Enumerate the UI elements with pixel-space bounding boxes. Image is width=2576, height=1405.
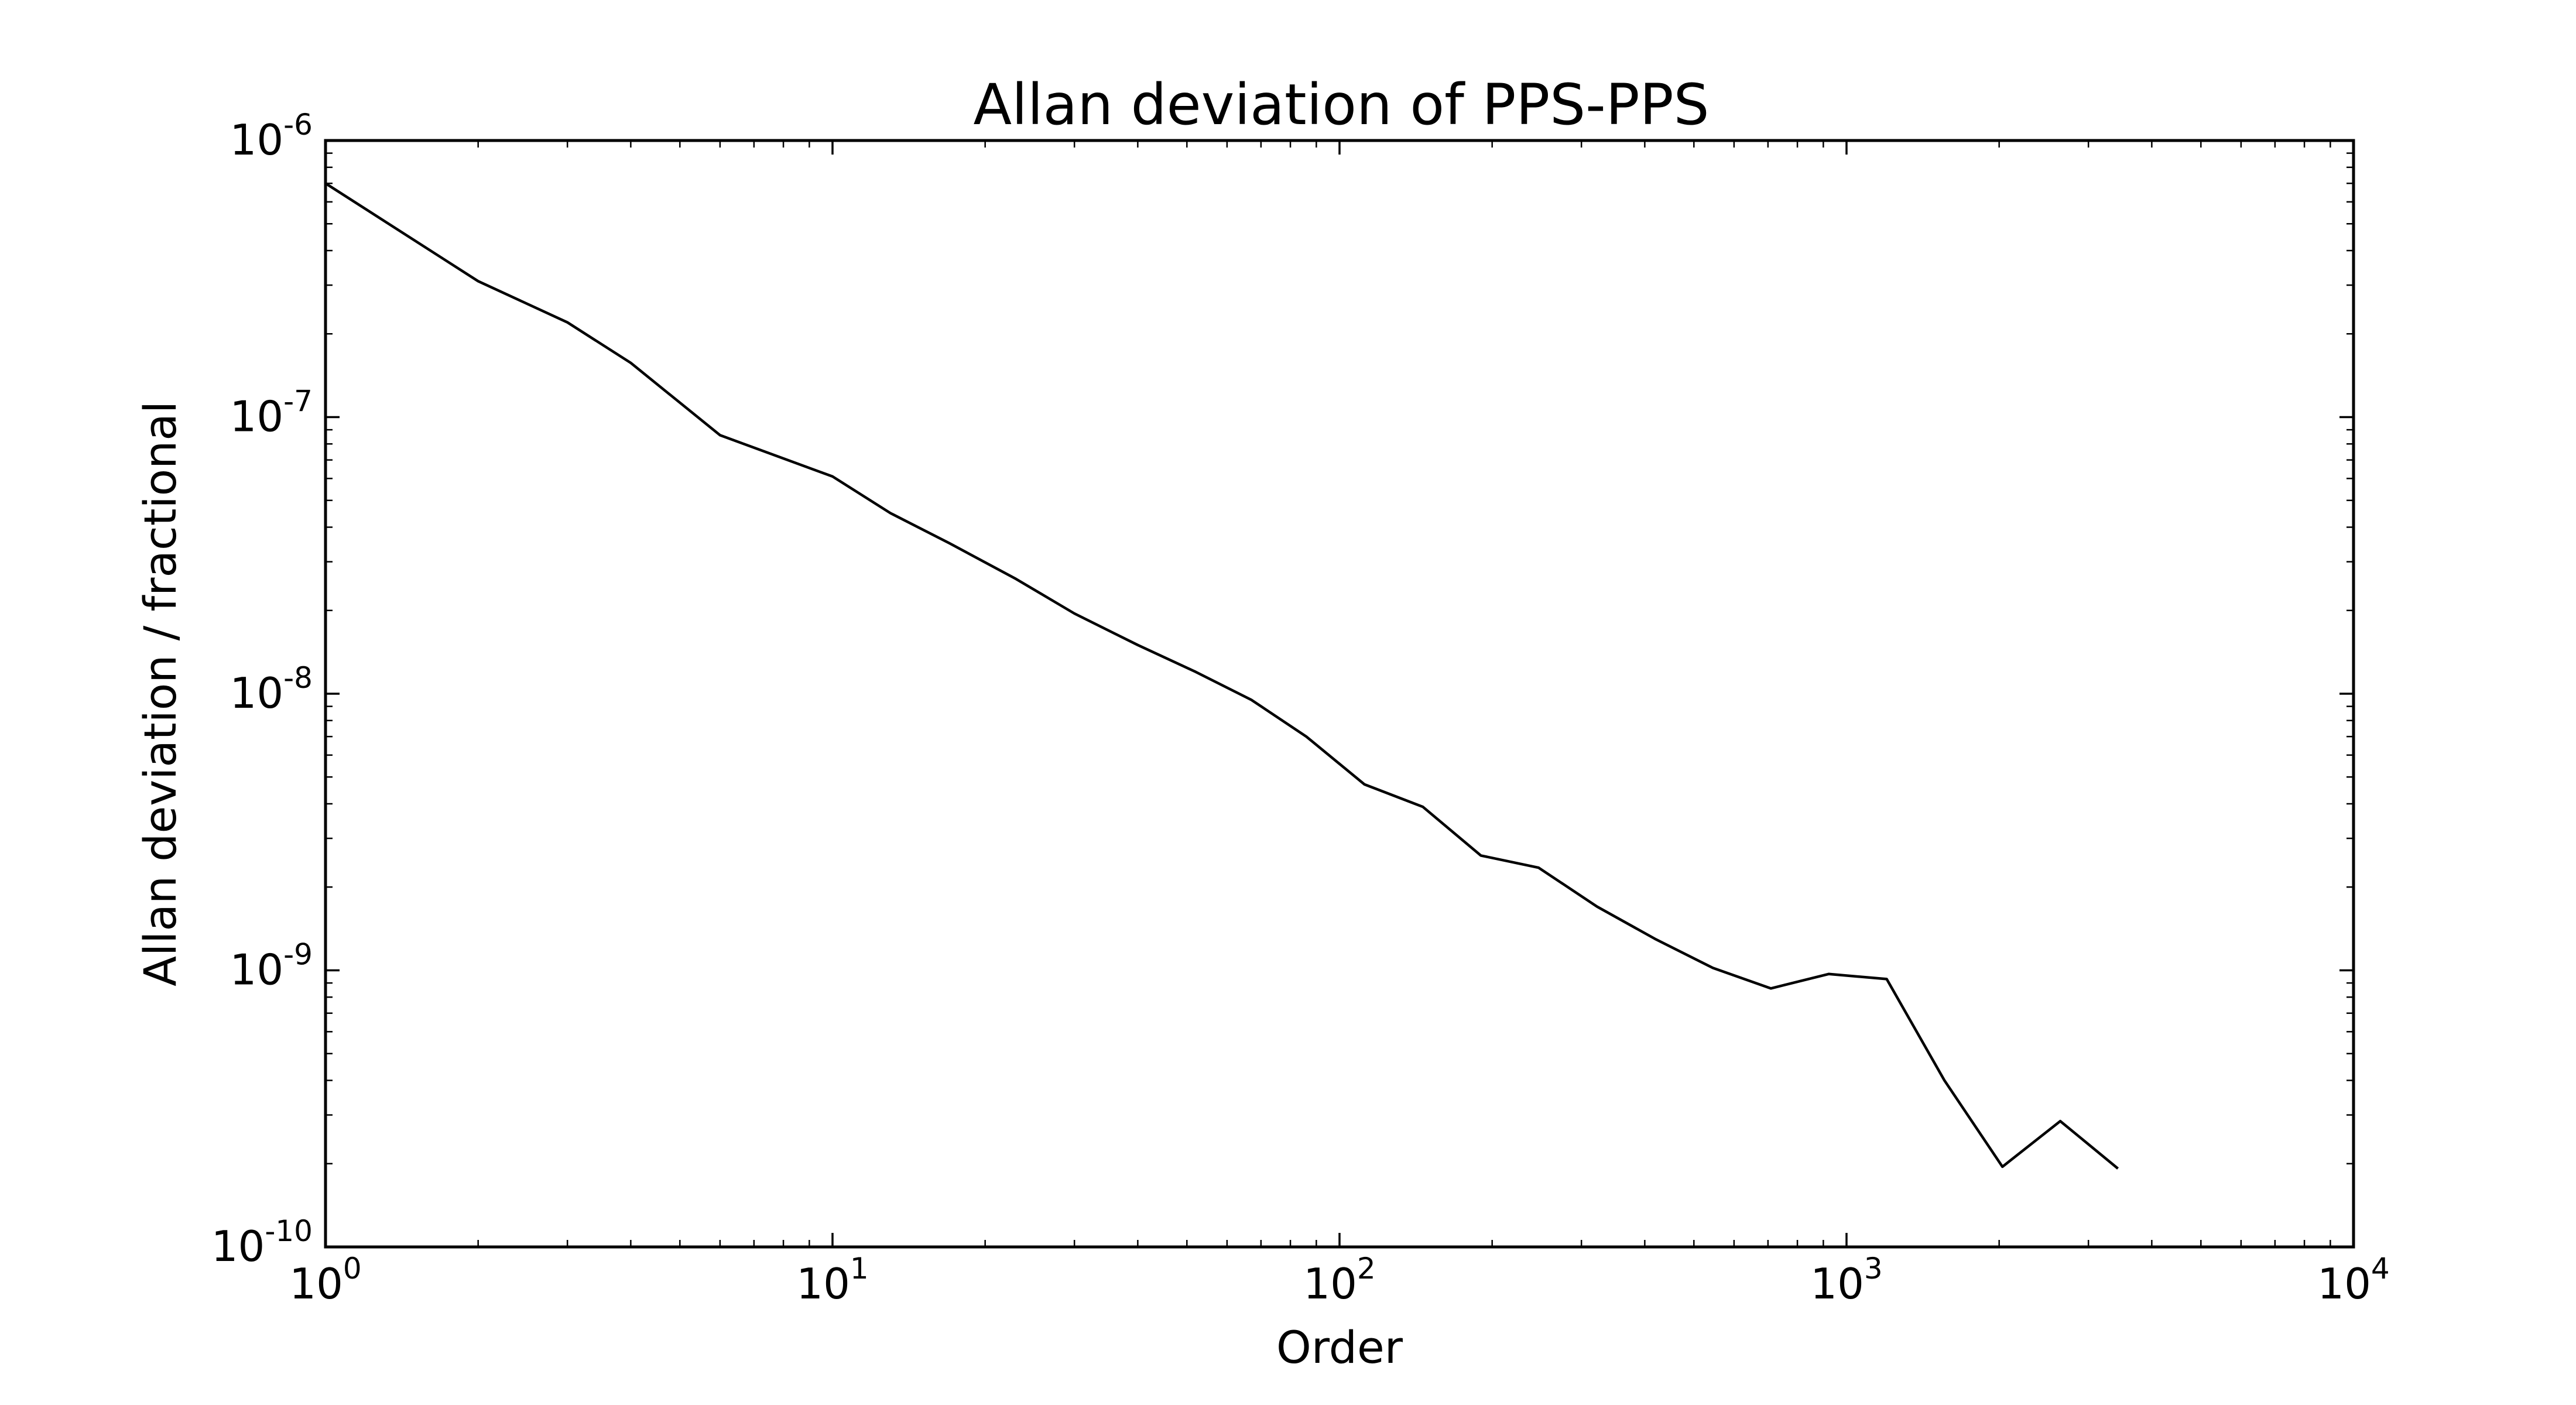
y-tick-label-1: 10-9 (230, 938, 313, 995)
x-tick-label-4: 104 (2317, 1252, 2389, 1308)
x-tick-label-0: 100 (289, 1252, 361, 1308)
chart-title: Allan deviation of PPS-PPS (973, 72, 1709, 138)
minor-ticks (326, 140, 2354, 1247)
major-ticks (324, 139, 2355, 1248)
x-tick-labels: 100 101 102 103 104 (289, 1252, 2389, 1308)
y-tick-label-0: 10-10 (211, 1214, 313, 1271)
x-tick-label-1: 101 (796, 1252, 868, 1308)
y-axis-label: Allan deviation / fractional (134, 401, 186, 986)
series-line (324, 182, 2119, 1170)
x-tick-label-2: 102 (1303, 1252, 1375, 1308)
x-tick-label-3: 103 (1810, 1252, 1882, 1308)
y-tick-labels: 10-10 10-9 10-8 10-7 10-6 (211, 108, 313, 1271)
y-tick-label-3: 10-7 (230, 385, 313, 441)
y-tick-label-4: 10-6 (230, 108, 313, 165)
y-tick-label-2: 10-8 (230, 661, 313, 718)
plot-frame (324, 139, 2355, 1249)
x-axis-label: Order (1276, 1321, 1403, 1373)
